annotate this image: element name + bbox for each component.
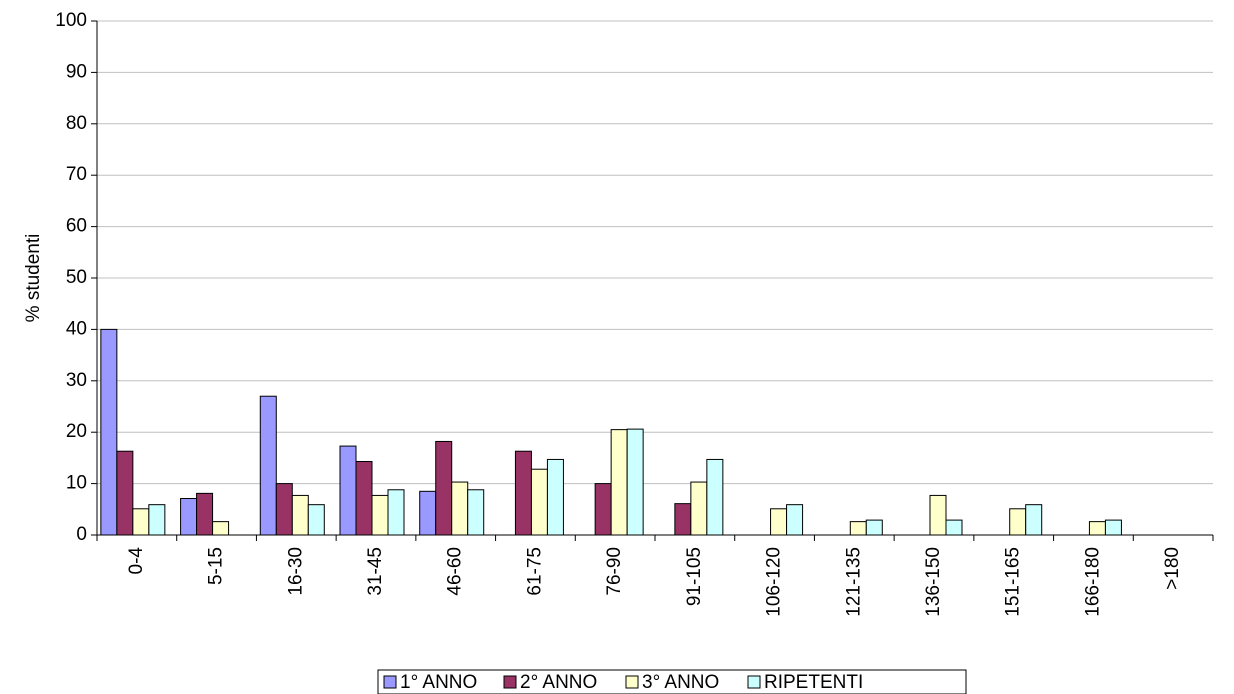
x-tick-label: 61-75: [524, 547, 545, 596]
y-tick-label: 30: [66, 370, 87, 391]
x-tick-label: 16-30: [285, 547, 306, 596]
bar: [626, 428, 644, 536]
legend-label: 3° ANNO: [642, 672, 719, 693]
bar: [116, 450, 134, 536]
x-tick-label: 76-90: [604, 547, 625, 596]
bar: [180, 498, 198, 536]
bar: [1104, 519, 1122, 536]
x-tick-label: 91-105: [684, 547, 705, 606]
bar: [387, 489, 405, 536]
bar: [339, 445, 357, 536]
bar: [196, 492, 214, 536]
y-tick-label: 90: [66, 61, 87, 82]
bar: [706, 458, 724, 536]
bar: [929, 494, 947, 536]
bar: [610, 429, 628, 536]
bar: [275, 483, 293, 536]
y-tick-label: 50: [66, 267, 87, 288]
bar: [355, 460, 373, 536]
bar: [148, 504, 166, 536]
legend-swatch: [625, 675, 639, 689]
legend-swatch: [503, 675, 517, 689]
bar: [435, 440, 453, 536]
x-tick-label: 5-15: [206, 547, 227, 585]
y-tick-label: 40: [66, 318, 87, 339]
bar: [100, 328, 118, 536]
bar: [786, 504, 804, 536]
legend-box: [377, 669, 967, 694]
bar: [467, 489, 485, 536]
x-tick-label: 136-150: [923, 547, 944, 617]
y-tick-label: 70: [66, 164, 87, 185]
legend-swatch: [383, 675, 397, 689]
y-tick-label: 100: [55, 10, 87, 31]
bar: [690, 481, 708, 536]
y-axis-label: % studenti: [23, 234, 44, 323]
legend-label: 1° ANNO: [400, 672, 477, 693]
bar: [212, 521, 230, 536]
bar: [1025, 504, 1043, 536]
bar: [291, 494, 309, 536]
x-tick-label: 151-165: [1003, 547, 1024, 617]
bar: [1088, 521, 1106, 536]
bar: [514, 450, 532, 536]
y-tick-label: 60: [66, 216, 87, 237]
legend-swatch: [747, 675, 761, 689]
bar: [546, 458, 564, 536]
bar: [132, 508, 150, 536]
x-tick-label: 0-4: [126, 547, 147, 575]
x-tick-label: 166-180: [1082, 547, 1103, 617]
x-tick-label: 106-120: [764, 547, 785, 617]
x-tick-label: 46-60: [445, 547, 466, 596]
y-tick-label: 0: [76, 524, 87, 545]
y-tick-label: 20: [66, 421, 87, 442]
bar: [259, 395, 277, 536]
x-tick-label: 31-45: [365, 547, 386, 596]
bar: [674, 503, 692, 536]
x-tick-label: >180: [1162, 547, 1183, 590]
legend-label: RIPETENTI: [764, 672, 863, 693]
y-tick-label: 80: [66, 113, 87, 134]
bar: [530, 468, 548, 536]
bar: [371, 494, 389, 536]
bar: [865, 519, 883, 536]
bar: [770, 508, 788, 536]
y-tick-label: 10: [66, 473, 87, 494]
bar: [419, 490, 437, 536]
bar: [849, 521, 867, 536]
bar: [451, 481, 469, 536]
bar: [1009, 508, 1027, 536]
bar: [307, 504, 325, 536]
bar: [594, 483, 612, 536]
bar: [945, 519, 963, 536]
x-tick-label: 121-135: [843, 547, 864, 617]
legend-label: 2° ANNO: [520, 672, 597, 693]
